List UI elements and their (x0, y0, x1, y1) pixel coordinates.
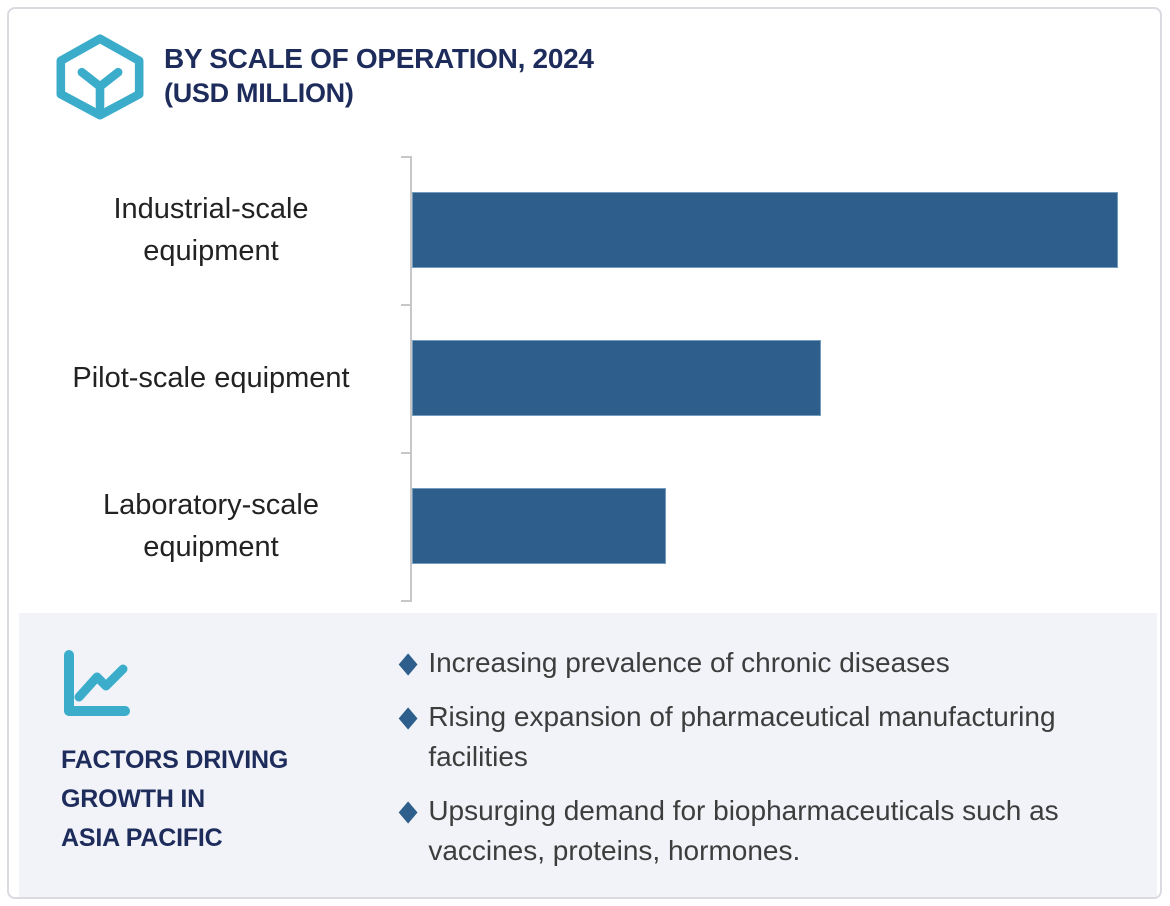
axis-tick (401, 156, 410, 158)
chart-title-line2: (USD MILLION) (164, 78, 354, 108)
chart-row: Pilot-scale equipment (9, 304, 1159, 452)
chart-title-line1: BY SCALE OF OPERATION, 2024 (164, 43, 594, 74)
bar-1 (412, 192, 1118, 268)
diamond-bullet-icon: ◆ (398, 647, 418, 679)
factors-heading: FACTORS DRIVING GROWTH IN ASIA PACIFIC (61, 746, 289, 852)
axis-tick (401, 452, 410, 454)
category-label: Pilot-scale equipment (72, 362, 350, 394)
factor-bullet-text: Increasing prevalence of chronic disease… (428, 647, 950, 678)
factor-bullet-text: Rising expansion of pharmaceutical manuf… (428, 701, 1056, 772)
bar-chart: Industrial-scale equipment Pilot-scale eq… (9, 156, 1159, 611)
factor-bullet: ◆ Upsurging demand for biopharmaceuticals… (397, 791, 1117, 871)
factors-bullet-list: ◆ Increasing prevalence of chronic diseas… (397, 643, 1117, 871)
infographic-card: BY SCALE OF OPERATION, 2024 (USD MILLION… (7, 7, 1162, 899)
bar-3 (412, 488, 666, 564)
chart-row: Industrial-scale equipment (9, 156, 1159, 304)
category-label: Laboratory-scale equipment (103, 489, 319, 563)
category-label: Industrial-scale equipment (113, 193, 309, 267)
axis-tick (401, 304, 410, 306)
axis-tick (401, 600, 410, 602)
chart-title: BY SCALE OF OPERATION, 2024 (USD MILLION… (164, 42, 594, 110)
bar-2 (412, 340, 821, 416)
factor-bullet-text: Upsurging demand for biopharmaceuticals … (428, 795, 1059, 866)
hexagon-y-icon (56, 34, 144, 120)
line-chart-icon (64, 650, 130, 716)
factor-bullet: ◆ Increasing prevalence of chronic diseas… (397, 643, 1117, 683)
diamond-bullet-icon: ◆ (398, 701, 418, 733)
factors-panel: FACTORS DRIVING GROWTH IN ASIA PACIFIC ◆… (19, 613, 1157, 897)
factor-bullet: ◆ Rising expansion of pharmaceutical manu… (397, 697, 1117, 777)
diamond-bullet-icon: ◆ (398, 795, 418, 827)
category-axis (401, 156, 412, 602)
chart-row: Laboratory-scale equipment (9, 452, 1159, 600)
